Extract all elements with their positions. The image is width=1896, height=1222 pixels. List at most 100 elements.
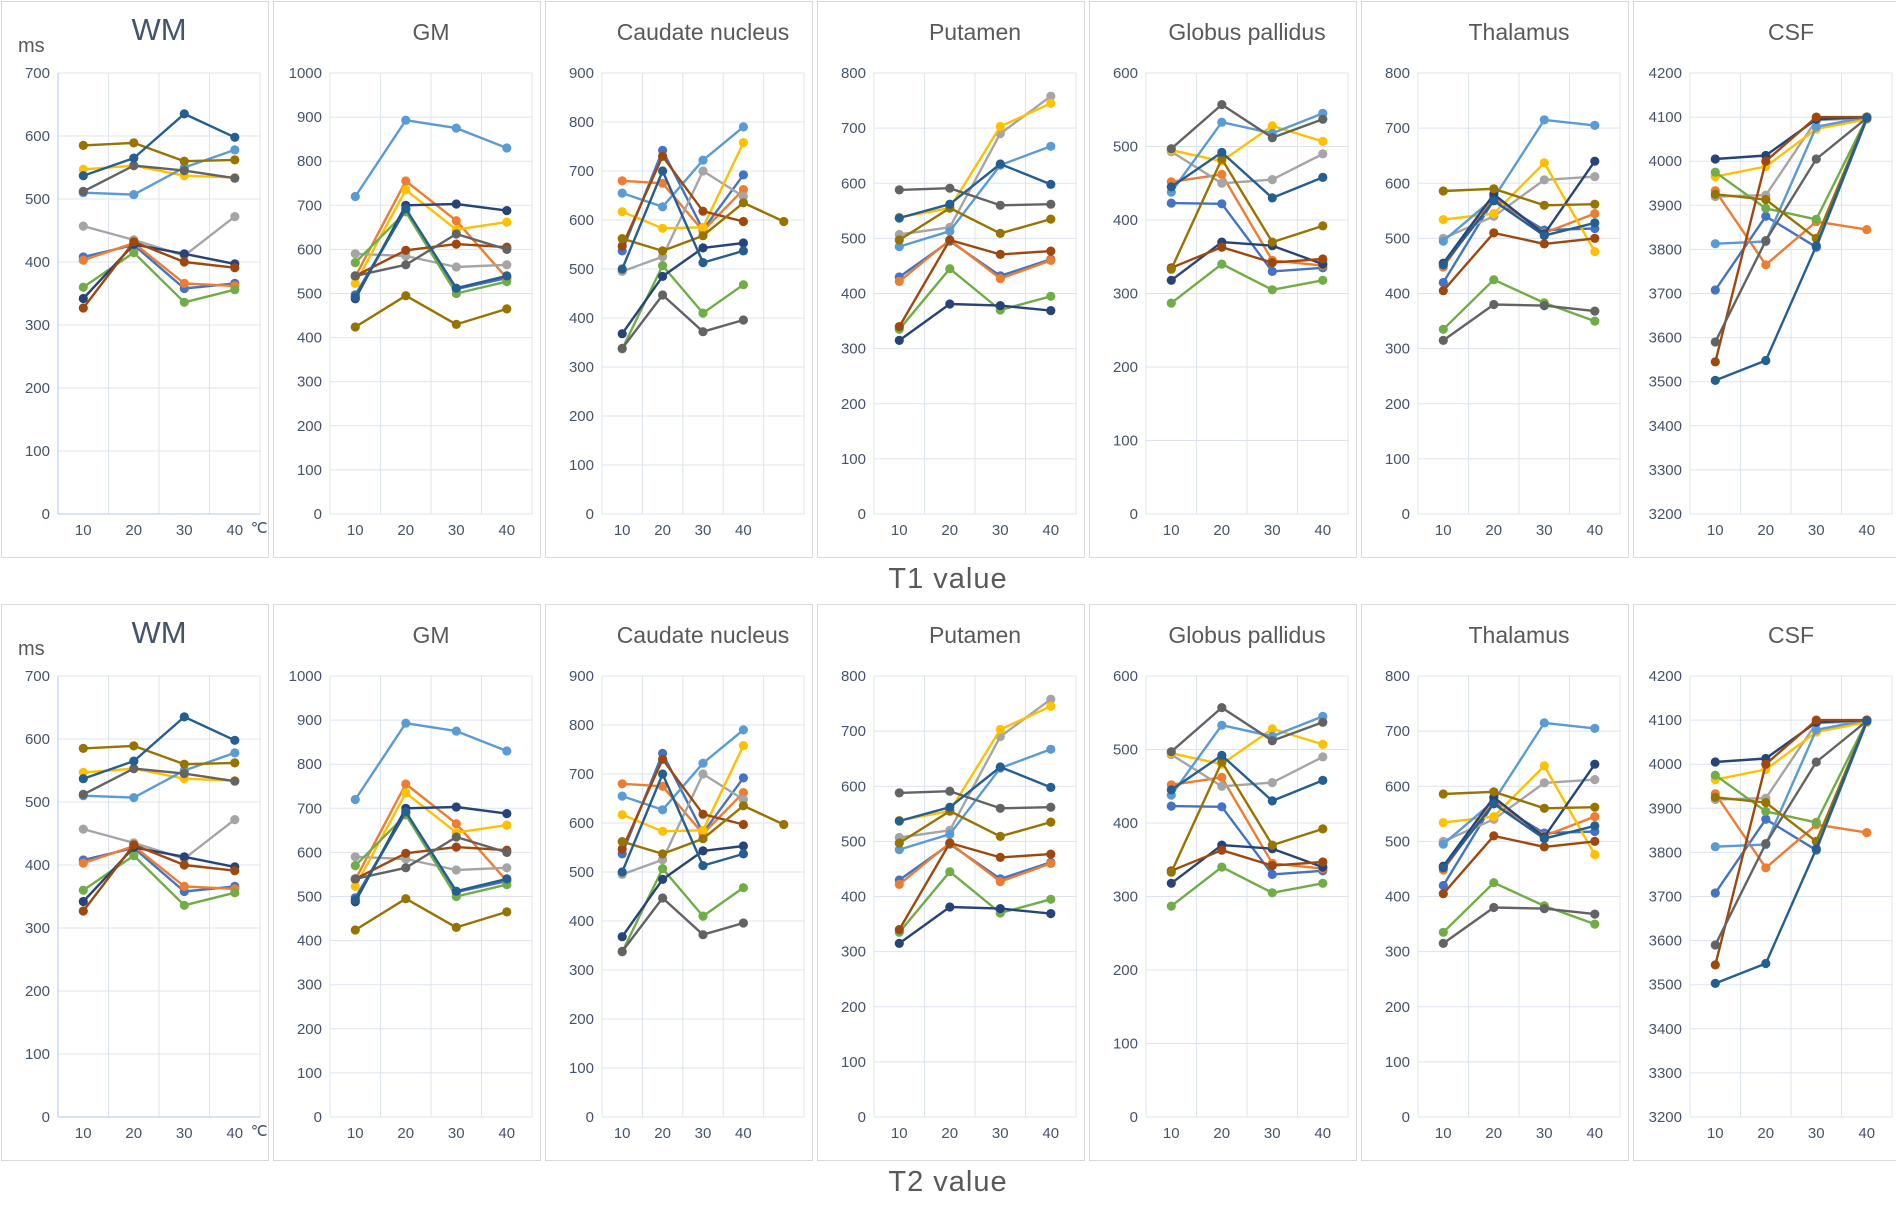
y-tick-label: 500: [569, 864, 594, 881]
series-green: [1166, 259, 1328, 308]
y-tick-label: 300: [297, 977, 322, 994]
x-tick-label: 40: [1586, 1125, 1603, 1142]
x-tick-label: 30: [992, 1125, 1009, 1142]
series-olive: [1438, 787, 1600, 813]
chart-title: WM: [131, 12, 186, 47]
y-tick-label: 700: [25, 668, 50, 685]
series-olive: [1438, 184, 1600, 210]
y-tick-label: 3200: [1649, 1109, 1682, 1126]
y-tick-label: 1000: [289, 668, 322, 685]
series-steel: [1710, 716, 1872, 988]
chart-canvas: GM 0 100 200 300 400 500 600 700 800 900 1000 10 20 30…: [289, 19, 533, 539]
y-tick-label: 200: [841, 999, 866, 1016]
y-tick-label: 0: [314, 1109, 322, 1126]
y-tick-label: 500: [569, 261, 594, 278]
y-tick-label: 800: [841, 668, 866, 685]
y-tick-label: 700: [25, 65, 50, 82]
y-tick-label: 700: [297, 197, 322, 214]
y-tick-label: 600: [1385, 175, 1410, 192]
x-tick-label: 10: [614, 522, 631, 539]
y-tick-label: 900: [297, 712, 322, 729]
y-tick-label: 500: [297, 889, 322, 906]
chart-panel-wm-t1: WM ms 0 100 200 300 400 500 600 700 10 20 30 40 ℃: [1, 1, 269, 558]
y-tick-label: 600: [569, 212, 594, 229]
y-tick-label: 600: [841, 778, 866, 795]
y-tick-label: 3400: [1649, 1021, 1682, 1038]
t2-row-label: T2 value: [888, 1166, 1008, 1198]
x-tick-label: 20: [125, 522, 142, 539]
series-darkgray: [1166, 703, 1328, 757]
x-tick-label: 30: [1808, 1125, 1825, 1142]
x-tick-label: 30: [1264, 522, 1281, 539]
y-tick-label: 700: [1385, 723, 1410, 740]
x-tick-label: 10: [1707, 522, 1724, 539]
y-tick-label: 0: [1130, 1109, 1138, 1126]
chart-panel-csf-t1: CSF 3200 3300 3400 3500 3600 3700 3800 3900 4000 4…: [1633, 1, 1896, 558]
y-tick-label: 600: [1113, 65, 1138, 82]
x-tick-label: 30: [992, 522, 1009, 539]
series-darkgray: [78, 161, 240, 196]
y-tick-label: 0: [858, 1109, 866, 1126]
x-tick-label: 20: [941, 522, 958, 539]
chart-panel-thalamus-t1: Thalamus 0 100 200 300 400 500 600 700 800 10 20 30 4…: [1361, 1, 1629, 558]
chart-canvas: Caudate nucleus 0 100 200 300 400 500 600 700 800…: [569, 19, 805, 539]
series-steel: [1166, 750, 1328, 806]
chart-canvas: Caudate nucleus 0 100 200 300 400 500 600 700 800…: [569, 622, 805, 1142]
x-tick-label: 10: [75, 1125, 92, 1142]
series-olive: [894, 806, 1056, 848]
chart-title: Thalamus: [1469, 622, 1570, 648]
series-blue: [1166, 198, 1328, 276]
chart-title: Putamen: [929, 622, 1021, 648]
y-tick-label: 200: [297, 418, 322, 435]
series-darkgray: [617, 893, 748, 956]
series-steel: [350, 204, 512, 302]
x-tick-label: 10: [891, 522, 908, 539]
series-darkgray: [1166, 100, 1328, 154]
series-steel: [1710, 113, 1872, 385]
y-tick-label: 700: [1385, 120, 1410, 137]
chart-panel-globus-pallidus-t1: Globus pallidus 0 100 200 300 400 500 600 10 20 30…: [1089, 1, 1357, 558]
y-tick-label: 800: [841, 65, 866, 82]
x-tick-label: 30: [695, 1125, 712, 1142]
y-tick-label: 500: [1113, 139, 1138, 156]
y-tick-label: 200: [1385, 396, 1410, 413]
x-tick-label: 30: [1536, 1125, 1553, 1142]
y-tick-label: 800: [297, 756, 322, 773]
t1-row-label: T1 value: [888, 563, 1008, 595]
y-tick-label: 300: [1113, 286, 1138, 303]
x-tick-label: 30: [176, 1125, 193, 1142]
chart-panel-globus-pallidus-t2: Globus pallidus 0 100 200 300 400 500 600 10 20 30…: [1089, 604, 1357, 1161]
y-tick-label: 100: [569, 457, 594, 474]
y-tick-label: 400: [25, 254, 50, 271]
y-tick-label: 400: [569, 913, 594, 930]
y-tick-label: 700: [841, 120, 866, 137]
y-tick-label: 500: [841, 833, 866, 850]
series-navy: [894, 902, 1056, 948]
y-tick-label: 3500: [1649, 374, 1682, 391]
series-brown: [894, 235, 1056, 332]
chart-canvas: Thalamus 0 100 200 300 400 500 600 700 800 10 20 30 4…: [1385, 622, 1621, 1142]
y-tick-label: 200: [25, 983, 50, 1000]
x-tick-label: 10: [347, 1125, 364, 1142]
chart-panel-gm-t2: GM 0 100 200 300 400 500 600 700 800 900 1000 10 20 30…: [273, 604, 541, 1161]
series-steel: [617, 166, 748, 274]
series-steel: [350, 807, 512, 905]
y-tick-label: 400: [841, 286, 866, 303]
series-lightblue: [350, 115, 512, 202]
y-tick-label: 0: [586, 1109, 594, 1126]
y-tick-label: 0: [1402, 506, 1410, 523]
x-tick-label: 10: [891, 1125, 908, 1142]
x-tick-label: 40: [735, 522, 752, 539]
x-tick-label: 10: [1163, 522, 1180, 539]
y-tick-label: 300: [569, 962, 594, 979]
y-tick-label: 100: [297, 1065, 322, 1082]
y-axis-unit-label: ms: [18, 35, 45, 57]
y-tick-label: 500: [1113, 742, 1138, 759]
y-tick-label: 600: [569, 815, 594, 832]
y-tick-label: 400: [297, 933, 322, 950]
series-brown: [617, 151, 748, 251]
x-tick-label: 40: [498, 1125, 515, 1142]
y-tick-label: 300: [841, 944, 866, 961]
x-tick-label: 30: [448, 1125, 465, 1142]
